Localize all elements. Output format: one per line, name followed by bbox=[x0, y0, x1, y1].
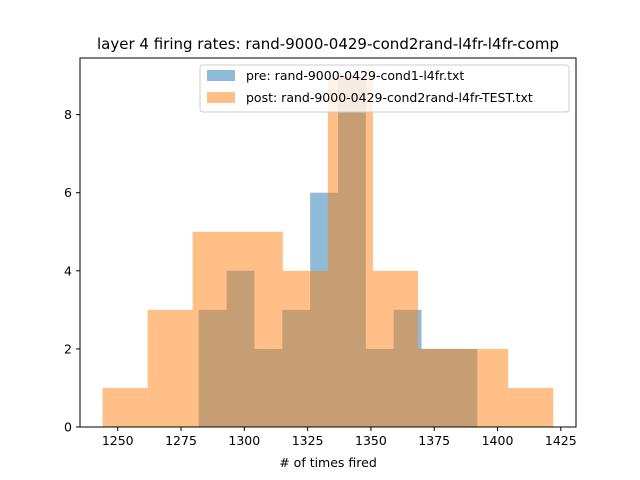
y-axis-ticks: 0 2 4 6 8 bbox=[64, 107, 80, 435]
histogram-bar-post-7 bbox=[418, 348, 464, 427]
x-tick-label: 1325 bbox=[292, 433, 324, 448]
histogram-bar-post-4 bbox=[282, 270, 328, 427]
x-tick-label: 1375 bbox=[418, 433, 450, 448]
histogram-bar-post-2 bbox=[192, 231, 238, 427]
histogram-bar-post-9 bbox=[508, 387, 554, 427]
legend-swatch-pre bbox=[207, 70, 235, 81]
x-tick-label: 1275 bbox=[165, 433, 197, 448]
y-tick-label: 2 bbox=[64, 341, 72, 356]
x-tick-label: 1350 bbox=[355, 433, 387, 448]
histogram-bar-post-6 bbox=[372, 270, 419, 427]
x-axis-ticks: 1250 1275 1300 1325 1350 1375 1400 1425 bbox=[102, 427, 577, 448]
legend-box bbox=[199, 64, 570, 113]
x-tick-label: 1425 bbox=[545, 433, 577, 448]
x-tick-label: 1400 bbox=[482, 433, 514, 448]
histogram-bar-post-0 bbox=[102, 387, 148, 427]
y-tick-label: 8 bbox=[64, 107, 72, 122]
y-tick-label: 6 bbox=[64, 185, 72, 200]
x-tick-label: 1300 bbox=[228, 433, 260, 448]
legend-entry-post: post: rand-9000-0429-cond2rand-l4fr-TEST… bbox=[246, 90, 533, 105]
x-axis-label: # of times fired bbox=[279, 455, 377, 470]
legend-swatch-post bbox=[207, 92, 235, 103]
histogram-bar-post-5 bbox=[327, 75, 373, 428]
chart-title: layer 4 firing rates: rand-9000-0429-con… bbox=[97, 35, 559, 53]
legend: pre: rand-9000-0429-cond1-l4fr.txt post:… bbox=[199, 64, 570, 113]
legend-entry-pre: pre: rand-9000-0429-cond1-l4fr.txt bbox=[246, 68, 464, 83]
histogram-bars bbox=[102, 75, 554, 428]
histogram-bar-post-3 bbox=[237, 231, 283, 427]
histogram-bar-post-1 bbox=[147, 309, 193, 427]
y-tick-label: 0 bbox=[64, 420, 72, 435]
plot-frame bbox=[79, 57, 577, 428]
histogram-bar-post-8 bbox=[463, 348, 509, 427]
x-tick-label: 1250 bbox=[102, 433, 134, 448]
y-tick-label: 4 bbox=[64, 263, 72, 278]
